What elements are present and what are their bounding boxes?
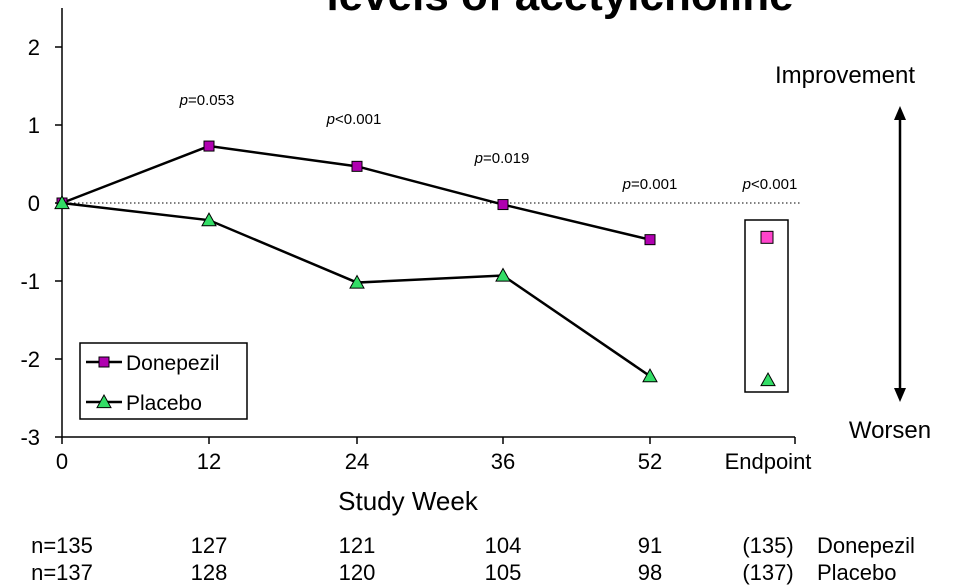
x-tick-label: Endpoint bbox=[725, 449, 812, 474]
legend-marker-placebo bbox=[96, 393, 112, 409]
data-point-placebo bbox=[642, 368, 658, 383]
y-tick-label: 0 bbox=[28, 191, 40, 216]
n-table-cell: 121 bbox=[339, 533, 376, 558]
data-point-placebo bbox=[201, 212, 217, 227]
x-tick-label: 24 bbox=[345, 449, 369, 474]
data-point-donepezil bbox=[497, 199, 509, 211]
y-tick-label: -2 bbox=[20, 347, 40, 372]
n-table-cell: 127 bbox=[191, 533, 228, 558]
x-axis-label: Study Week bbox=[338, 486, 479, 516]
n-table-cell: (135) bbox=[742, 533, 793, 558]
p-value-label: p=0.019 bbox=[474, 150, 530, 167]
data-point-placebo bbox=[495, 267, 511, 282]
n-table-cell: 91 bbox=[638, 533, 662, 558]
n-table-cell: 104 bbox=[485, 533, 522, 558]
n-table-cell: n=135 bbox=[31, 533, 93, 558]
p-value-label: p=0.053 bbox=[179, 92, 235, 109]
series-line-donepezil bbox=[61, 144, 651, 241]
legend-label-placebo: Placebo bbox=[126, 392, 202, 415]
legend-label-donepezil: Donepezil bbox=[126, 352, 219, 375]
y-tick-label: -1 bbox=[20, 269, 40, 294]
y-tick-label: 2 bbox=[28, 35, 40, 60]
n-table-row-label: Placebo bbox=[817, 560, 897, 585]
p-value-label: p<0.001 bbox=[742, 176, 798, 193]
n-table-cell: n=137 bbox=[31, 560, 93, 585]
legend-marker-donepezil bbox=[98, 356, 110, 368]
data-point-placebo bbox=[54, 194, 70, 210]
data-point-donepezil bbox=[203, 140, 215, 152]
data-point-placebo bbox=[349, 274, 365, 289]
p-value-label: p<0.001 bbox=[326, 111, 382, 128]
x-tick-label: 0 bbox=[56, 449, 68, 474]
p-value-label: p=0.001 bbox=[622, 176, 678, 193]
chart-title: levels of acetylcholine bbox=[326, 0, 793, 20]
x-tick-label: 36 bbox=[491, 449, 515, 474]
arrow-down-icon bbox=[894, 388, 906, 402]
y-tick-label: 1 bbox=[28, 113, 40, 138]
n-table-cell: 128 bbox=[191, 560, 228, 585]
endpoint-point-placebo bbox=[760, 372, 776, 387]
annotation-worsen: Worsen bbox=[849, 417, 931, 444]
endpoint-box bbox=[744, 219, 789, 393]
n-table-cell: 98 bbox=[638, 560, 662, 585]
n-table-cell: 120 bbox=[339, 560, 376, 585]
data-point-donepezil bbox=[351, 160, 363, 172]
endpoint-point-donepezil bbox=[760, 230, 774, 244]
y-tick-label: -3 bbox=[20, 425, 40, 450]
x-tick-label: 52 bbox=[638, 449, 662, 474]
data-point-donepezil bbox=[644, 234, 656, 246]
n-table-cell: (137) bbox=[742, 560, 793, 585]
n-table-row-label: Donepezil bbox=[817, 533, 915, 558]
annotation-improvement: Improvement bbox=[775, 62, 915, 89]
arrow-up-icon bbox=[894, 106, 906, 120]
x-tick-label: 12 bbox=[197, 449, 221, 474]
n-table-cell: 105 bbox=[485, 560, 522, 585]
